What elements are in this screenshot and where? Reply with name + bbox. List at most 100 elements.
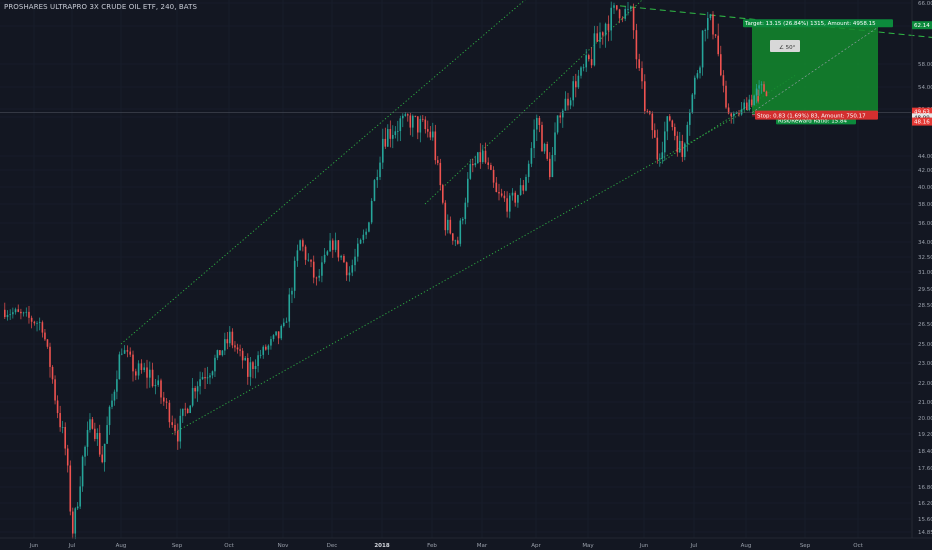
candle-body bbox=[427, 129, 429, 132]
position-labels: Target: 13.15 (26.84%) 1315, Amount: 495… bbox=[743, 19, 932, 126]
candle-body bbox=[666, 116, 669, 132]
candle-body bbox=[588, 55, 590, 60]
candle-body bbox=[387, 129, 389, 147]
candle-body bbox=[419, 118, 422, 133]
candle-body bbox=[262, 346, 265, 355]
candle-body bbox=[599, 32, 601, 42]
price-tick-label: 34.00 bbox=[918, 240, 932, 246]
candle-body bbox=[211, 371, 214, 376]
candle-body bbox=[760, 84, 763, 86]
price-tag-label: 48.16 bbox=[914, 120, 930, 126]
candle-body bbox=[679, 140, 681, 153]
candle-body bbox=[753, 95, 755, 106]
candle-body bbox=[137, 363, 140, 376]
candle-body bbox=[554, 132, 556, 156]
candle-body bbox=[627, 8, 629, 10]
candle-body bbox=[661, 152, 664, 159]
candle-body bbox=[17, 309, 20, 312]
candle-body bbox=[209, 375, 211, 378]
candle-body bbox=[326, 251, 329, 255]
candle-body bbox=[359, 239, 362, 244]
candle-body bbox=[357, 243, 359, 257]
time-tick-label: Apr bbox=[531, 543, 541, 549]
candle-body bbox=[249, 362, 252, 377]
candle-body bbox=[538, 117, 541, 125]
candle-body bbox=[368, 222, 370, 232]
candle-body bbox=[46, 339, 49, 347]
candle-body bbox=[191, 387, 194, 406]
candle-body bbox=[479, 152, 482, 163]
stop-label-bg bbox=[755, 110, 878, 120]
candle-body bbox=[412, 115, 414, 128]
time-tick-label: Sep bbox=[172, 543, 183, 549]
candle-body bbox=[151, 369, 154, 387]
candle-body bbox=[323, 254, 326, 263]
candle-body bbox=[69, 465, 72, 512]
candle-body bbox=[624, 9, 626, 19]
candle-body bbox=[186, 408, 189, 414]
price-tick-label: 31.00 bbox=[918, 270, 932, 276]
price-tick-label: 40.00 bbox=[918, 185, 932, 191]
candle-body bbox=[343, 255, 345, 263]
long-position-tool[interactable] bbox=[751, 25, 879, 117]
price-axis[interactable]: 66.0062.0058.0054.0051.0048.0044.0042.00… bbox=[911, 0, 932, 538]
candle-body bbox=[275, 331, 277, 336]
trend-channels[interactable] bbox=[120, 0, 932, 435]
candle-body bbox=[129, 351, 131, 355]
candle-body bbox=[334, 240, 337, 250]
candle-body bbox=[123, 350, 126, 354]
candle-body bbox=[229, 331, 231, 344]
candle-body bbox=[495, 182, 498, 192]
price-tick-label: 54.00 bbox=[918, 85, 932, 91]
candle-body bbox=[226, 339, 229, 344]
candle-body bbox=[321, 262, 323, 276]
candle-body bbox=[216, 350, 219, 358]
candle-body bbox=[315, 277, 318, 279]
candle-body bbox=[224, 339, 226, 351]
price-tick-label: 19.20 bbox=[918, 432, 932, 438]
candle-body bbox=[382, 138, 384, 163]
candle-body bbox=[701, 30, 704, 68]
candle-body bbox=[492, 169, 495, 183]
candle-body bbox=[546, 143, 548, 159]
price-tick-label: 66.00 bbox=[918, 1, 932, 7]
time-tick-label: Jul bbox=[68, 543, 76, 549]
candle-body bbox=[593, 33, 596, 66]
candle-body bbox=[199, 379, 201, 387]
candlestick-series bbox=[4, 1, 768, 540]
candle-body bbox=[674, 127, 676, 136]
candle-body bbox=[252, 362, 254, 370]
candle-body bbox=[66, 448, 69, 466]
candle-body bbox=[404, 114, 407, 116]
candle-body bbox=[610, 7, 612, 31]
time-axis[interactable]: Jun Jul Aug Sep Oct Nov Dec 2018 Feb Mar Apr May Jun… bbox=[0, 537, 932, 549]
candle-body bbox=[720, 54, 722, 76]
time-tick-label: Mar bbox=[477, 543, 488, 549]
price-tick-label: 32.50 bbox=[918, 255, 932, 261]
candle-body bbox=[651, 113, 654, 131]
candle-body bbox=[41, 322, 44, 333]
target-label-bg bbox=[743, 19, 893, 28]
candle-body bbox=[201, 376, 204, 380]
candle-body bbox=[299, 240, 301, 251]
candle-body bbox=[676, 135, 679, 153]
candle-body bbox=[293, 260, 296, 291]
candle-body bbox=[143, 367, 145, 370]
candle-body bbox=[28, 311, 30, 318]
candle-body bbox=[74, 508, 77, 534]
candle-body bbox=[64, 427, 66, 449]
candle-body bbox=[392, 134, 394, 139]
price-tick-label: 58.00 bbox=[918, 62, 932, 68]
candle-body bbox=[750, 99, 753, 106]
candle-body bbox=[743, 102, 745, 110]
candle-body bbox=[469, 164, 472, 179]
time-tick-label: Nov bbox=[278, 543, 289, 549]
candle-body bbox=[86, 429, 89, 447]
candle-body bbox=[84, 446, 86, 457]
candle-body bbox=[407, 114, 409, 116]
candle-body bbox=[231, 331, 234, 346]
candle-body bbox=[704, 30, 706, 31]
candle-body bbox=[239, 349, 241, 351]
candle-body bbox=[556, 115, 559, 133]
